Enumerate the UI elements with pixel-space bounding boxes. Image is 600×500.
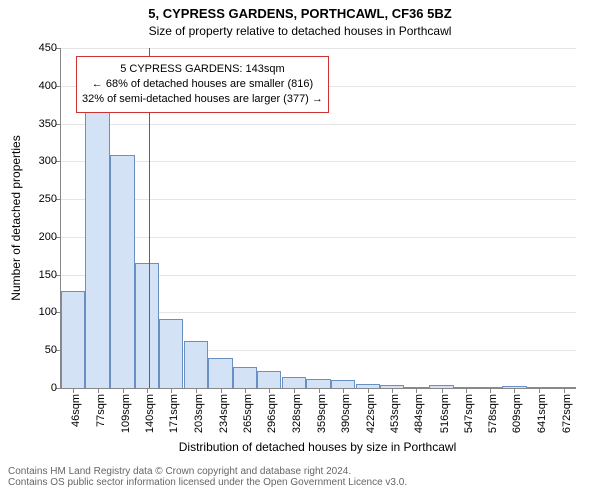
x-tick-mark — [245, 388, 246, 393]
x-tick-mark — [442, 388, 443, 393]
histogram-bar — [331, 380, 355, 388]
x-tick-mark — [416, 388, 417, 393]
x-tick-label: 171sqm — [168, 394, 180, 433]
histogram-bar — [184, 341, 208, 388]
x-tick-label: 484sqm — [413, 394, 425, 433]
y-tick-label: 450 — [39, 42, 61, 54]
x-axis-label: Distribution of detached houses by size … — [60, 440, 575, 454]
y-tick-label: 150 — [39, 269, 61, 281]
histogram-chart: 5, CYPRESS GARDENS, PORTHCAWL, CF36 5BZ … — [0, 0, 600, 500]
x-tick-label: 516sqm — [439, 394, 451, 433]
x-tick-mark — [123, 388, 124, 393]
grid-line — [61, 124, 576, 125]
x-tick-label: 422sqm — [365, 394, 377, 433]
y-tick-label: 200 — [39, 231, 61, 243]
attribution-footer: Contains HM Land Registry data © Crown c… — [8, 466, 407, 488]
grid-line — [61, 161, 576, 162]
footer-line1: Contains HM Land Registry data © Crown c… — [8, 466, 407, 477]
annotation-line: 32% of semi-detached houses are larger (… — [82, 92, 323, 107]
histogram-bar — [110, 155, 134, 388]
x-tick-mark — [147, 388, 148, 393]
histogram-bar — [257, 371, 281, 388]
x-tick-mark — [392, 388, 393, 393]
histogram-bar — [208, 358, 232, 388]
x-tick-label: 672sqm — [561, 394, 573, 433]
x-tick-mark — [490, 388, 491, 393]
y-tick-label: 100 — [39, 306, 61, 318]
x-tick-label: 109sqm — [120, 394, 132, 433]
annotation-line: 5 CYPRESS GARDENS: 143sqm — [82, 62, 323, 77]
chart-subtitle: Size of property relative to detached ho… — [0, 24, 600, 38]
x-tick-label: 453sqm — [389, 394, 401, 433]
x-tick-label: 328sqm — [291, 394, 303, 433]
grid-line — [61, 48, 576, 49]
annotation-line: ← 68% of detached houses are smaller (81… — [82, 77, 323, 92]
x-tick-mark — [196, 388, 197, 393]
x-tick-mark — [269, 388, 270, 393]
grid-line — [61, 237, 576, 238]
x-tick-mark — [368, 388, 369, 393]
x-tick-mark — [343, 388, 344, 393]
y-tick-label: 250 — [39, 193, 61, 205]
x-tick-label: 234sqm — [218, 394, 230, 433]
histogram-bar — [61, 291, 85, 388]
x-tick-mark — [466, 388, 467, 393]
histogram-bar — [135, 263, 159, 388]
y-tick-label: 400 — [39, 80, 61, 92]
x-tick-mark — [514, 388, 515, 393]
x-tick-mark — [221, 388, 222, 393]
grid-line — [61, 199, 576, 200]
chart-title: 5, CYPRESS GARDENS, PORTHCAWL, CF36 5BZ — [0, 6, 600, 21]
annotation-box: 5 CYPRESS GARDENS: 143sqm← 68% of detach… — [76, 56, 329, 113]
x-tick-label: 46sqm — [70, 394, 82, 427]
histogram-bar — [159, 319, 183, 389]
histogram-bar — [306, 379, 330, 388]
histogram-bar — [85, 108, 109, 388]
x-tick-mark — [98, 388, 99, 393]
x-tick-mark — [294, 388, 295, 393]
x-tick-label: 359sqm — [316, 394, 328, 433]
y-tick-label: 0 — [51, 382, 61, 394]
x-tick-mark — [171, 388, 172, 393]
y-tick-label: 50 — [45, 344, 61, 356]
histogram-bar — [282, 377, 306, 388]
histogram-bar — [233, 367, 257, 388]
x-tick-label: 578sqm — [487, 394, 499, 433]
x-tick-mark — [73, 388, 74, 393]
y-tick-label: 300 — [39, 155, 61, 167]
x-tick-label: 390sqm — [340, 394, 352, 433]
x-tick-mark — [539, 388, 540, 393]
x-tick-label: 265sqm — [242, 394, 254, 433]
x-tick-label: 203sqm — [193, 394, 205, 433]
y-tick-label: 350 — [39, 118, 61, 130]
y-axis-label: Number of detached properties — [9, 135, 23, 300]
x-tick-label: 547sqm — [463, 394, 475, 433]
x-tick-mark — [564, 388, 565, 393]
x-tick-label: 140sqm — [144, 394, 156, 433]
x-tick-label: 77sqm — [95, 394, 107, 427]
footer-line2: Contains OS public sector information li… — [8, 477, 407, 488]
x-tick-mark — [319, 388, 320, 393]
x-tick-label: 609sqm — [511, 394, 523, 433]
x-tick-label: 641sqm — [536, 394, 548, 433]
x-tick-label: 296sqm — [266, 394, 278, 433]
